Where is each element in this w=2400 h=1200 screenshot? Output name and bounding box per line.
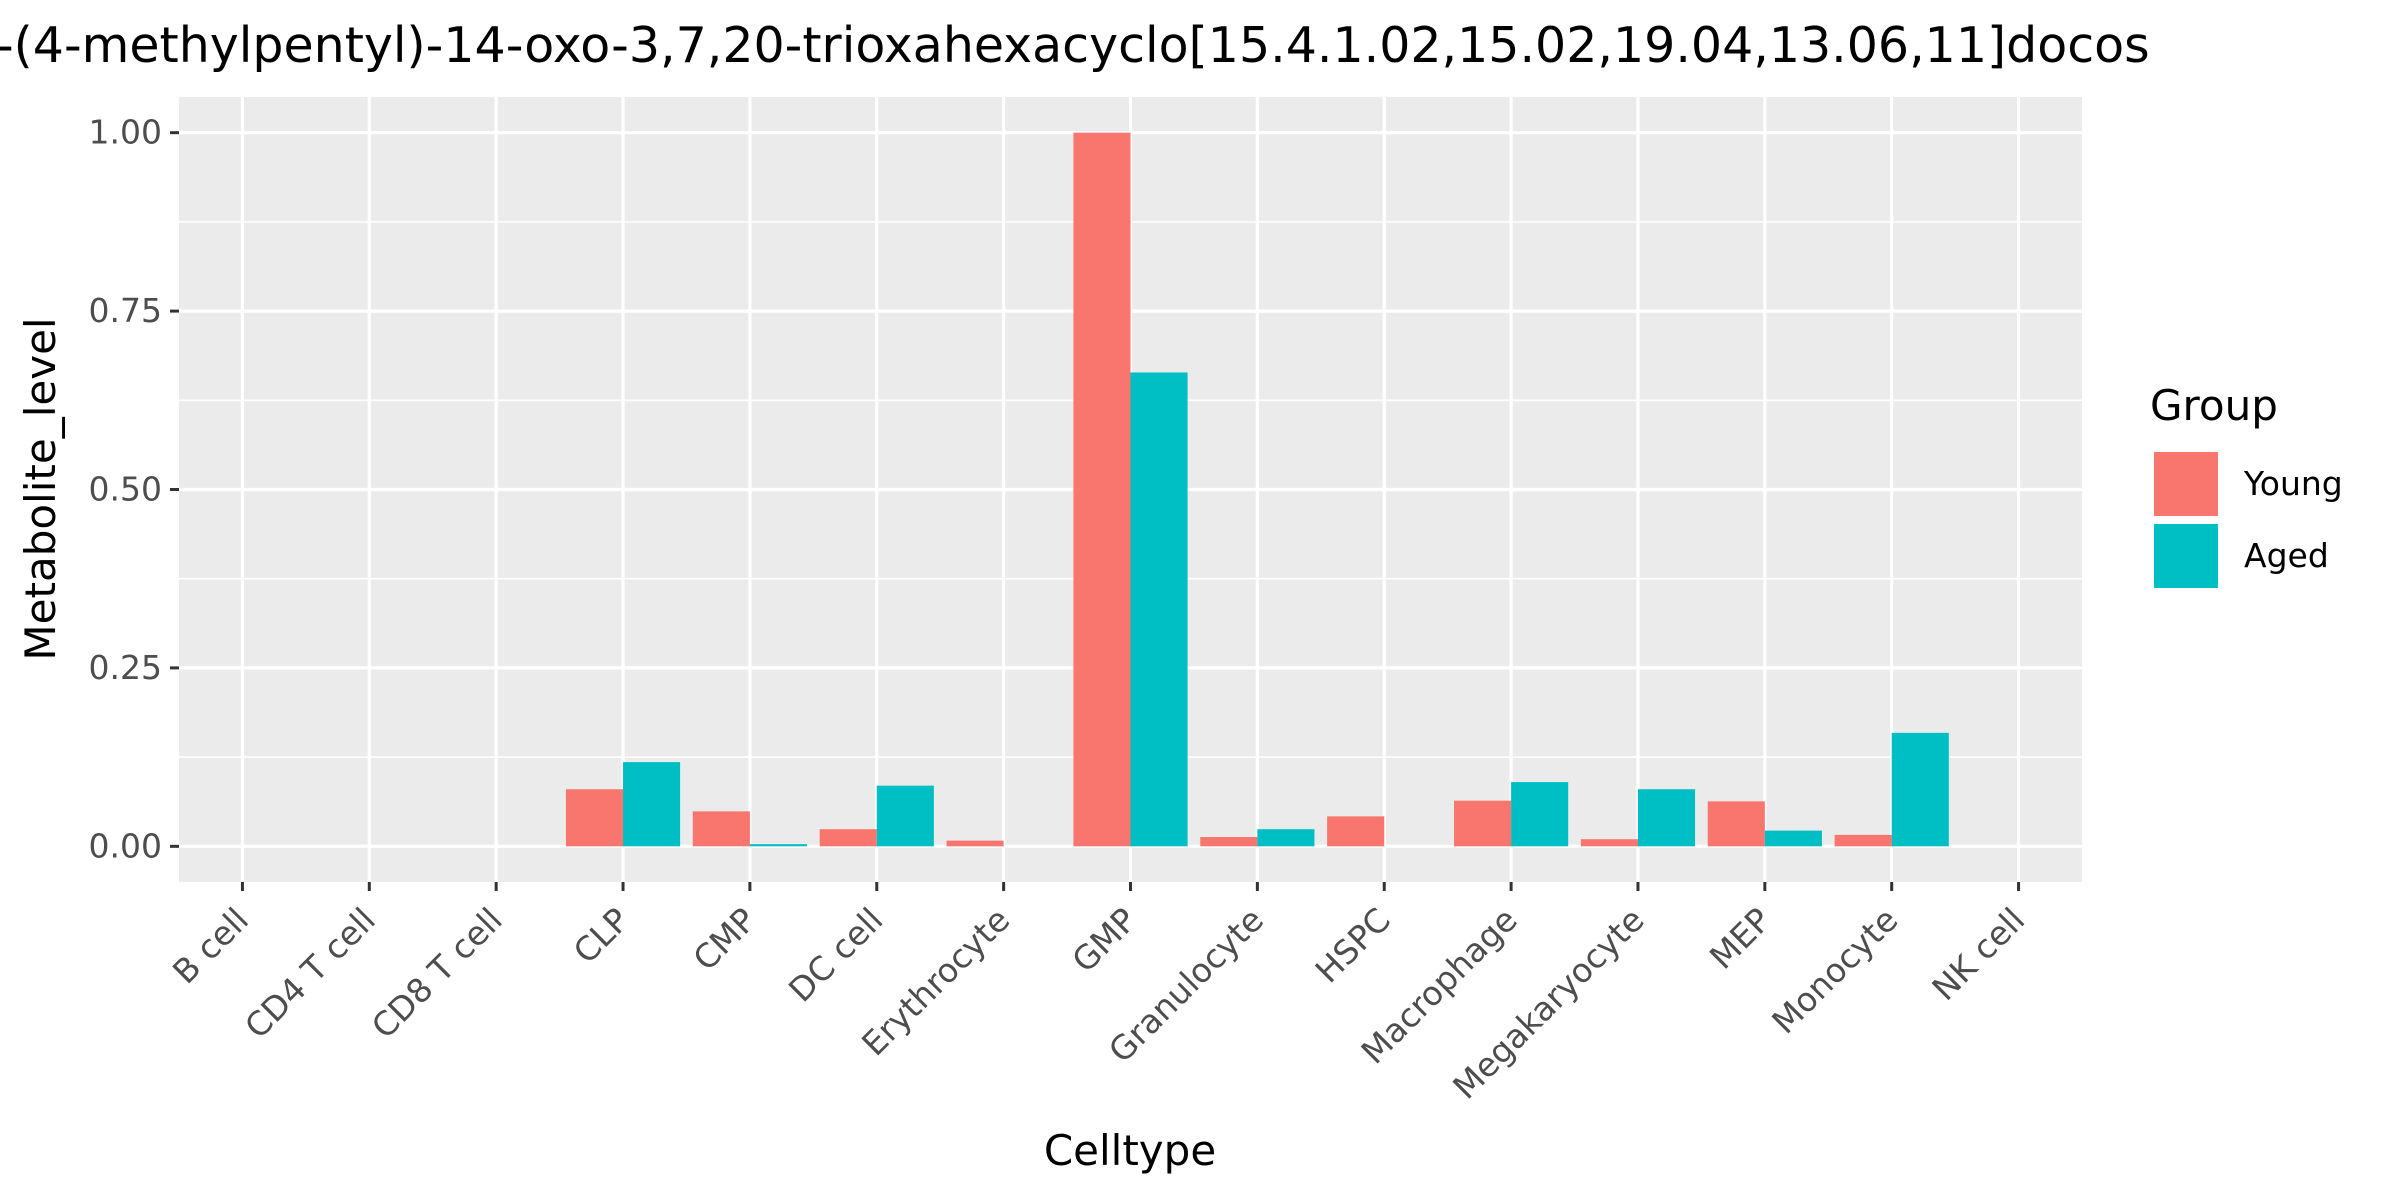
legend: Group Young Aged bbox=[2150, 381, 2343, 588]
bar-aged bbox=[1130, 372, 1188, 847]
bar-aged bbox=[623, 762, 681, 847]
bar-young bbox=[1707, 801, 1765, 847]
bar-young bbox=[1580, 839, 1638, 847]
bars bbox=[565, 132, 1949, 847]
legend-title: Group bbox=[2150, 381, 2278, 430]
chart-title: -(4-methylpentyl)-14-oxo-3,7,20-trioxahe… bbox=[0, 17, 2150, 74]
y-tick-label: 0.75 bbox=[89, 291, 162, 330]
y-axis: 0.00 0.25 0.50 0.75 1.00 bbox=[89, 113, 179, 865]
y-tick-label: 1.00 bbox=[89, 113, 162, 152]
legend-key-young bbox=[2154, 452, 2218, 516]
y-tick-label: 0.00 bbox=[89, 826, 162, 865]
y-axis-title: Metabolite_level bbox=[16, 317, 65, 660]
bar-aged bbox=[876, 785, 934, 847]
x-tick-label: MEP bbox=[1702, 900, 1779, 977]
bar-young bbox=[1327, 816, 1385, 847]
legend-label-aged: Aged bbox=[2244, 536, 2329, 575]
x-tick-label: CD8 T cell bbox=[364, 900, 510, 1046]
bar-young bbox=[1073, 132, 1131, 847]
x-tick-label: Monocyte bbox=[1764, 900, 1905, 1041]
x-tick-label: NK cell bbox=[1924, 900, 2032, 1008]
bar-young bbox=[565, 789, 624, 847]
bar-young bbox=[946, 840, 1004, 847]
x-tick-label: GMP bbox=[1064, 900, 1144, 980]
bar-aged bbox=[749, 844, 807, 847]
bar-aged bbox=[1764, 830, 1822, 847]
bar-young bbox=[1834, 834, 1892, 847]
bar-aged bbox=[1891, 732, 1949, 847]
legend-label-young: Young bbox=[2243, 464, 2343, 503]
x-tick-label: HSPC bbox=[1308, 900, 1398, 990]
x-tick-label: CMP bbox=[685, 900, 763, 978]
bar-young bbox=[819, 829, 877, 847]
x-tick-label: DC cell bbox=[781, 900, 890, 1009]
x-axis-title: Celltype bbox=[1044, 1126, 1216, 1175]
bar-aged bbox=[1511, 782, 1569, 847]
legend-key-aged bbox=[2154, 524, 2218, 588]
x-tick-label: CLP bbox=[566, 900, 637, 971]
bar-aged bbox=[1637, 789, 1696, 847]
bar-young bbox=[1454, 800, 1512, 847]
bar-aged bbox=[1257, 829, 1315, 847]
x-tick-label: B cell bbox=[165, 900, 256, 991]
y-tick-label: 0.50 bbox=[89, 470, 162, 509]
bar-young bbox=[1200, 837, 1258, 847]
major-gridlines bbox=[179, 97, 2082, 882]
bar-young bbox=[692, 811, 750, 847]
x-tick-label: CD4 T cell bbox=[237, 900, 383, 1046]
y-tick-label: 0.25 bbox=[89, 648, 162, 687]
